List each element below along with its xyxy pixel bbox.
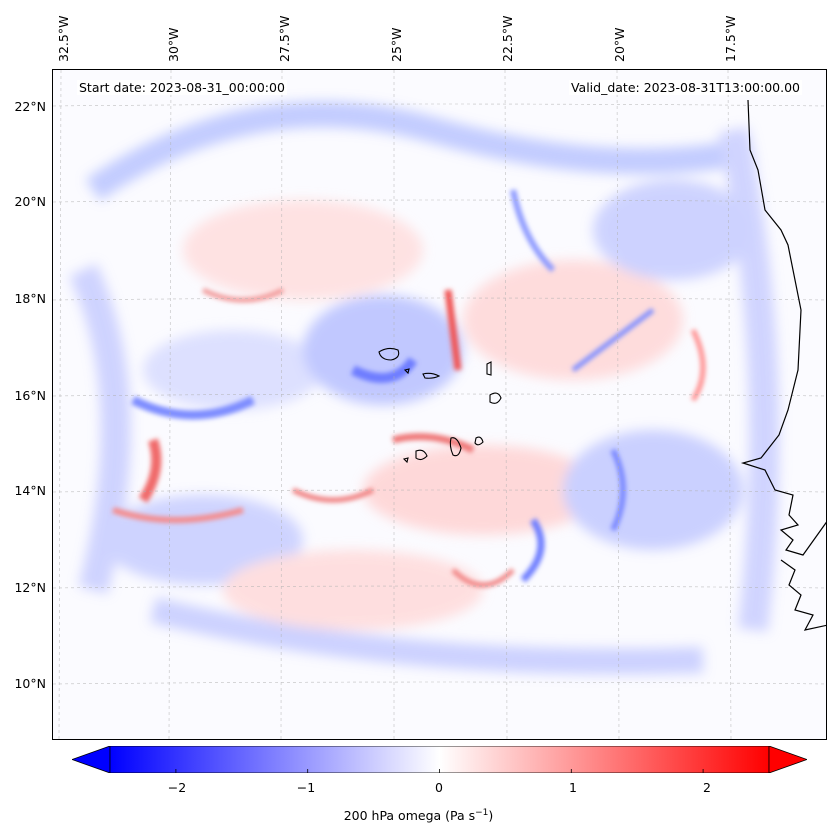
omega-field-map (53, 70, 826, 739)
island-boa-vista (489, 392, 502, 404)
colorbar-extend-low (72, 746, 111, 773)
cape-verde-islands (378, 347, 502, 464)
lon-label-32-5w: 32.5°W (56, 15, 71, 62)
island-sao-vicente (403, 368, 410, 375)
colorbar-tick-2: 2 (703, 780, 711, 795)
colorbar-tick-neg1: −1 (296, 780, 316, 795)
lat-label-16n: 16°N (14, 388, 46, 403)
lat-label-18n: 18°N (14, 291, 46, 306)
colorbar-title-suffix: ) (488, 808, 494, 824)
map-gridlines (53, 70, 826, 739)
lon-label-25w: 25°W (389, 27, 404, 62)
island-fogo (415, 449, 428, 461)
colorbar-title-text: 200 hPa omega (Pa s (343, 808, 476, 824)
lon-label-27-5w: 27.5°W (277, 15, 292, 62)
lat-label-10n: 10°N (14, 676, 46, 691)
lat-label-14n: 14°N (14, 483, 46, 498)
island-santo-antao (378, 347, 400, 361)
valid-date-label: Valid_date: 2023-08-31T13:00:00.00 (568, 80, 802, 95)
lon-label-17-5w: 17.5°W (723, 15, 738, 62)
island-sal (486, 361, 492, 376)
colorbar-tick-0: 0 (435, 780, 443, 795)
colorbar-tick-1: 1 (569, 780, 577, 795)
island-brava (402, 457, 409, 464)
lon-label-30w: 30°W (166, 27, 181, 62)
start-date-label: Start date: 2023-08-31_00:00:00 (77, 80, 287, 95)
island-maio (474, 436, 484, 446)
colorbar (72, 746, 807, 773)
map-background (53, 70, 826, 739)
map-panel (52, 69, 827, 740)
colorbar-gradient (109, 746, 770, 773)
lat-label-12n: 12°N (14, 580, 46, 595)
island-santiago (449, 437, 462, 457)
colorbar-title: 200 hPa omega (Pa s−1) (0, 808, 837, 823)
lon-label-20w: 20°W (612, 27, 627, 62)
colorbar-title-exponent: −1 (475, 808, 489, 818)
colorbar-extend-high (768, 746, 807, 773)
colorbar-ticks (175, 769, 704, 773)
west-africa-coastline (740, 99, 826, 631)
colorbar-tick-neg2: −2 (167, 780, 187, 795)
island-sao-nicolau (422, 372, 441, 379)
lat-label-20n: 20°N (14, 194, 46, 209)
lon-label-22-5w: 22.5°W (500, 15, 515, 62)
lat-label-22n: 22°N (14, 99, 46, 114)
